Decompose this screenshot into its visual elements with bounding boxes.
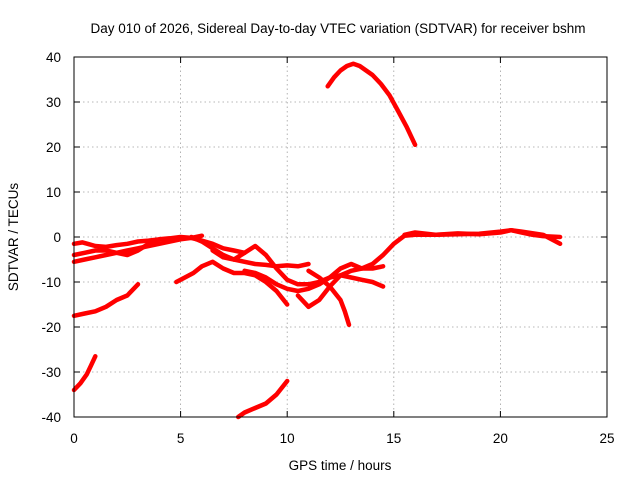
series-line-track-5 (210, 243, 386, 289)
x-tick-label: 10 (280, 431, 295, 446)
series-line-track-1 (71, 235, 247, 265)
series-line-track-2 (71, 233, 205, 250)
y-tick-label: -40 (41, 410, 61, 425)
series-line-track-6 (71, 282, 141, 319)
series-line-track-4 (189, 234, 311, 269)
grid (74, 57, 607, 417)
x-tick-label: 5 (177, 431, 185, 446)
series-line-track-7 (174, 259, 290, 307)
y-tick-label: 10 (46, 185, 61, 200)
y-tick-label: 40 (46, 50, 61, 65)
x-tick-label: 0 (70, 431, 78, 446)
x-tick-label: 25 (599, 431, 614, 446)
series-group (71, 61, 563, 420)
series-line-track-12 (325, 61, 418, 148)
x-tick-label: 20 (493, 431, 508, 446)
axis-ticks: 0 5 10 15 20 25 -40 -30 -20 -10 0 10 20 30 40 (41, 50, 614, 446)
series-line-track-13 (71, 354, 98, 393)
y-tick-label: 0 (53, 230, 61, 245)
x-tick-label: 15 (386, 431, 401, 446)
y-tick-label: -20 (41, 320, 61, 335)
chart-title: Day 010 of 2026, Sidereal Day-to-day VTE… (91, 21, 586, 36)
y-axis-label: SDTVAR / TECUs (6, 183, 21, 292)
y-tick-label: 30 (46, 95, 61, 110)
series-line-track-11 (402, 227, 563, 247)
series-line-track-9 (306, 268, 352, 328)
series-line-track-14 (235, 378, 290, 420)
y-tick-label: 20 (46, 140, 61, 155)
y-tick-label: -30 (41, 365, 61, 380)
series-line-track-3 (71, 237, 162, 258)
x-axis-label: GPS time / hours (289, 458, 392, 473)
y-tick-label: -10 (41, 275, 61, 290)
